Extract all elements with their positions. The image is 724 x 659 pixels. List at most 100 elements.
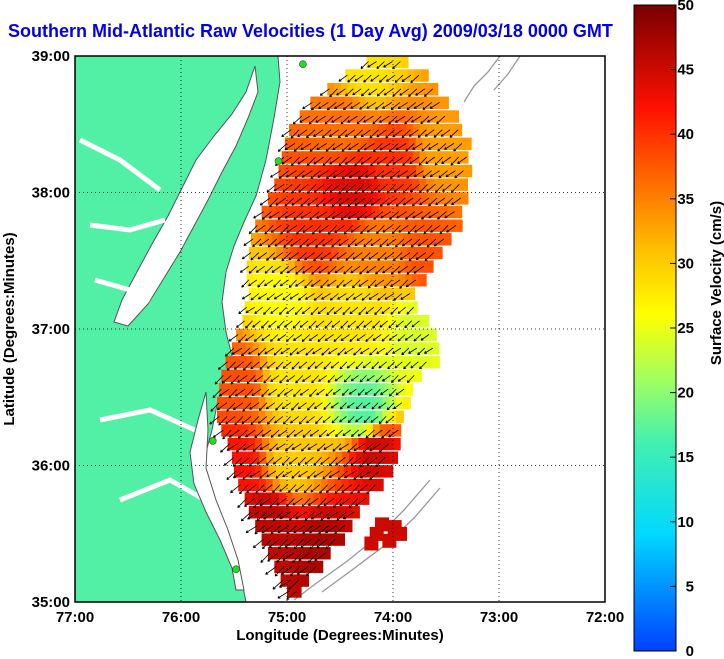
velocity-cell bbox=[444, 110, 453, 123]
velocity-arrow bbox=[408, 252, 419, 262]
velocity-arrow bbox=[368, 252, 379, 260]
velocity-arrow bbox=[378, 361, 387, 369]
velocity-arrow bbox=[248, 265, 258, 274]
velocity-arrow bbox=[410, 74, 420, 84]
velocity-cell bbox=[272, 492, 280, 505]
velocity-arrow bbox=[344, 129, 356, 137]
velocity-arrow bbox=[342, 306, 351, 316]
velocity-cell bbox=[234, 437, 243, 451]
velocity-cell bbox=[234, 465, 242, 478]
velocity-arrow bbox=[382, 265, 393, 274]
velocity-arrow bbox=[256, 456, 267, 465]
velocity-arrow bbox=[272, 511, 284, 522]
velocity-arrow bbox=[305, 347, 314, 356]
velocity-cell bbox=[221, 424, 229, 437]
velocity-arrow bbox=[210, 402, 220, 412]
velocity-cell bbox=[337, 519, 346, 533]
velocity-arrow bbox=[243, 238, 254, 246]
velocity-arrow bbox=[370, 74, 380, 82]
velocity-arrow bbox=[224, 347, 235, 357]
velocity-cell bbox=[368, 83, 377, 96]
velocity-arrow bbox=[241, 293, 252, 300]
velocity-cell bbox=[255, 506, 264, 519]
velocity-arrow bbox=[294, 170, 305, 179]
velocity-arrow bbox=[324, 211, 336, 221]
velocity-cell bbox=[357, 178, 365, 191]
velocity-cell bbox=[447, 192, 455, 205]
velocity-arrow bbox=[315, 320, 325, 328]
velocity-arrow bbox=[258, 402, 268, 411]
velocity-cell bbox=[382, 110, 391, 123]
velocity-arrow bbox=[379, 74, 388, 83]
velocity-arrow bbox=[317, 334, 326, 342]
velocity-arrow bbox=[273, 279, 281, 288]
velocity-arrow bbox=[369, 129, 379, 139]
velocity-arrow bbox=[253, 375, 264, 383]
velocity-cell bbox=[320, 478, 329, 492]
velocity-cell bbox=[371, 151, 379, 164]
velocity-arrow bbox=[369, 443, 382, 452]
velocity-cell bbox=[242, 315, 251, 328]
velocity-arrow bbox=[306, 129, 316, 139]
x-tick-label: 74:00 bbox=[374, 609, 412, 626]
velocity-cell bbox=[441, 96, 449, 109]
velocity-cell bbox=[237, 396, 246, 410]
velocity-arrow bbox=[302, 102, 313, 110]
velocity-arrow bbox=[261, 525, 274, 534]
velocity-arrow bbox=[404, 115, 414, 125]
velocity-cell bbox=[265, 492, 273, 505]
velocity-cell bbox=[345, 506, 353, 519]
velocity-arrow bbox=[332, 388, 341, 395]
velocity-cell bbox=[375, 396, 384, 410]
velocity-cell bbox=[423, 83, 432, 96]
velocity-arrow bbox=[279, 484, 289, 492]
velocity-cell bbox=[282, 205, 290, 219]
velocity-arrow bbox=[313, 293, 323, 301]
velocity-arrow bbox=[339, 361, 348, 370]
velocity-cell bbox=[371, 123, 380, 137]
velocity-arrow bbox=[332, 443, 342, 452]
velocity-cell bbox=[297, 369, 305, 382]
velocity-cell bbox=[266, 451, 274, 464]
velocity-arrow bbox=[284, 211, 296, 219]
velocity-cell bbox=[268, 205, 277, 219]
velocity-cell bbox=[276, 506, 285, 519]
velocity-arrow bbox=[241, 416, 252, 425]
velocity-arrow bbox=[320, 456, 330, 465]
velocity-arrow bbox=[383, 88, 394, 96]
velocity-cell bbox=[246, 260, 255, 273]
velocity-cell bbox=[259, 342, 268, 355]
velocity-cell bbox=[388, 233, 397, 246]
velocity-cell bbox=[347, 396, 356, 410]
velocity-arrow bbox=[341, 388, 349, 396]
velocity-cell bbox=[372, 246, 381, 260]
velocity-cell bbox=[374, 137, 383, 150]
velocity-arrow bbox=[361, 252, 371, 261]
velocity-cell bbox=[405, 178, 413, 191]
velocity-cell bbox=[241, 424, 250, 437]
velocity-cell bbox=[314, 451, 323, 464]
velocity-cell bbox=[297, 287, 305, 301]
velocity-arrow bbox=[338, 156, 348, 167]
velocity-arrow bbox=[255, 484, 265, 494]
velocity-cell bbox=[354, 233, 362, 246]
velocity-cell bbox=[448, 219, 456, 232]
velocity-arrow bbox=[365, 306, 375, 315]
velocity-arrow bbox=[387, 361, 395, 370]
velocity-cell bbox=[314, 342, 323, 355]
velocity-arrow bbox=[270, 170, 281, 178]
velocity-cell bbox=[381, 137, 389, 150]
velocity-cell bbox=[294, 383, 303, 396]
velocity-arrow bbox=[323, 361, 332, 370]
velocity-arrow bbox=[419, 361, 427, 370]
velocity-cell bbox=[379, 69, 388, 82]
velocity-cell bbox=[370, 383, 379, 396]
velocity-cell bbox=[232, 356, 241, 369]
velocity-cell bbox=[379, 424, 388, 437]
velocity-arrow bbox=[379, 197, 390, 207]
velocity-cell bbox=[289, 205, 297, 219]
velocity-arrow bbox=[267, 552, 279, 562]
velocity-arrow bbox=[403, 361, 411, 370]
velocity-cell bbox=[390, 451, 398, 464]
velocity-arrow bbox=[273, 183, 285, 192]
